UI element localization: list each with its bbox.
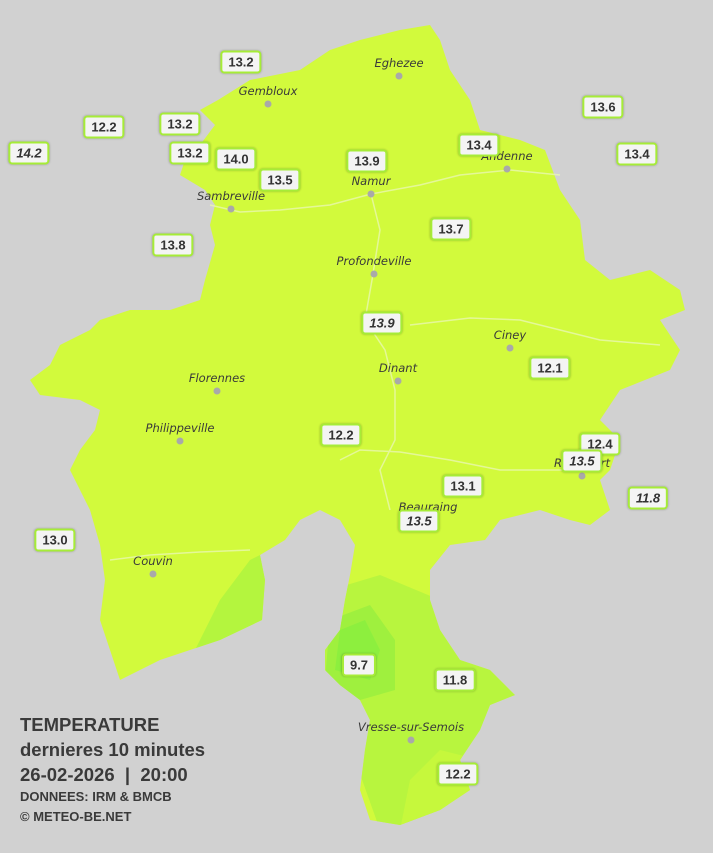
legend-datetime: 26-02-2026 | 20:00 xyxy=(20,764,188,785)
town-marker xyxy=(264,100,272,108)
town-marker xyxy=(395,72,403,80)
town-marker xyxy=(176,437,184,445)
station-temperature: 12.1 xyxy=(529,356,571,380)
station-temperature: 9.7 xyxy=(341,653,377,677)
station-temperature: 13.0 xyxy=(34,528,76,552)
station-temperature: 13.1 xyxy=(442,474,484,498)
town-marker xyxy=(370,270,378,278)
town-label: Dinant xyxy=(378,361,418,375)
town-marker xyxy=(213,387,221,395)
town-label: Eghezee xyxy=(374,56,424,70)
town-marker xyxy=(407,736,415,744)
station-temperature: 13.9 xyxy=(346,149,388,173)
station-temperature: 13.9 xyxy=(361,311,403,335)
town-label: Profondeville xyxy=(336,254,412,268)
legend-copyright: © METEO-BE.NET xyxy=(20,809,132,824)
station-temperature: 12.2 xyxy=(437,762,479,786)
legend-subtitle: dernieres 10 minutes xyxy=(20,739,206,760)
station-temperature: 13.6 xyxy=(582,95,624,119)
station-temperature: 11.8 xyxy=(434,668,476,692)
town-marker xyxy=(227,205,235,213)
river xyxy=(109,549,251,561)
river xyxy=(339,449,600,471)
town-label: Gembloux xyxy=(238,84,298,98)
river xyxy=(409,317,661,346)
station-temperature: 11.8 xyxy=(627,486,669,510)
town-label: Vresse-sur-Semois xyxy=(357,720,465,734)
town-marker xyxy=(578,472,586,480)
station-temperature: 14.0 xyxy=(215,147,257,171)
station-temperature: 13.5 xyxy=(561,449,603,473)
station-temperature: 13.4 xyxy=(616,142,658,166)
town-marker xyxy=(506,344,514,352)
station-temperature: 13.2 xyxy=(159,112,201,136)
station-temperature: 12.2 xyxy=(320,423,362,447)
legend: TEMPERATURE dernieres 10 minutes 26-02-2… xyxy=(20,712,205,827)
station-temperature: 13.7 xyxy=(430,217,472,241)
town-label: Sambreville xyxy=(196,189,266,203)
station-temperature: 13.8 xyxy=(152,233,194,257)
town-marker xyxy=(394,377,402,385)
river xyxy=(364,193,396,511)
legend-source: DONNEES: IRM & BMCB xyxy=(20,789,172,804)
town-label: Philippeville xyxy=(145,421,215,435)
station-temperature: 12.2 xyxy=(83,115,125,139)
station-temperature: 13.5 xyxy=(398,509,440,533)
station-temperature: 13.2 xyxy=(169,141,211,165)
town-label: Couvin xyxy=(133,554,173,568)
station-temperature: 13.4 xyxy=(458,133,500,157)
town-label: Ciney xyxy=(493,328,527,342)
town-marker xyxy=(367,190,375,198)
town-label: Florennes xyxy=(188,371,246,385)
legend-title: TEMPERATURE xyxy=(20,714,160,735)
station-temperature: 13.2 xyxy=(220,50,262,74)
town-label: Namur xyxy=(351,174,391,188)
station-temperature: 14.2 xyxy=(8,141,50,165)
town-marker xyxy=(149,570,157,578)
station-temperature: 13.5 xyxy=(259,168,301,192)
town-marker xyxy=(503,165,511,173)
